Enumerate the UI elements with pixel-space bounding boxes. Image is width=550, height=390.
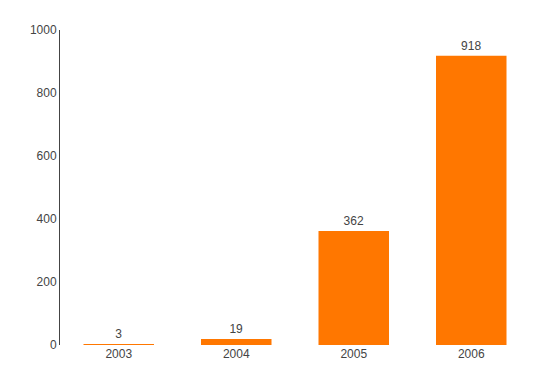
svg-text:800: 800 xyxy=(37,86,57,100)
svg-text:200: 200 xyxy=(37,275,57,289)
svg-text:600: 600 xyxy=(37,149,57,163)
svg-text:1000: 1000 xyxy=(30,23,57,37)
svg-text:400: 400 xyxy=(37,212,57,226)
svg-text:2005: 2005 xyxy=(340,347,367,361)
svg-text:3: 3 xyxy=(115,327,122,341)
svg-text:19: 19 xyxy=(229,322,243,336)
svg-text:0: 0 xyxy=(50,338,57,352)
svg-text:2004: 2004 xyxy=(223,347,250,361)
svg-text:2006: 2006 xyxy=(458,347,485,361)
svg-text:918: 918 xyxy=(461,39,481,53)
svg-text:2003: 2003 xyxy=(105,347,132,361)
svg-text:362: 362 xyxy=(344,214,364,228)
